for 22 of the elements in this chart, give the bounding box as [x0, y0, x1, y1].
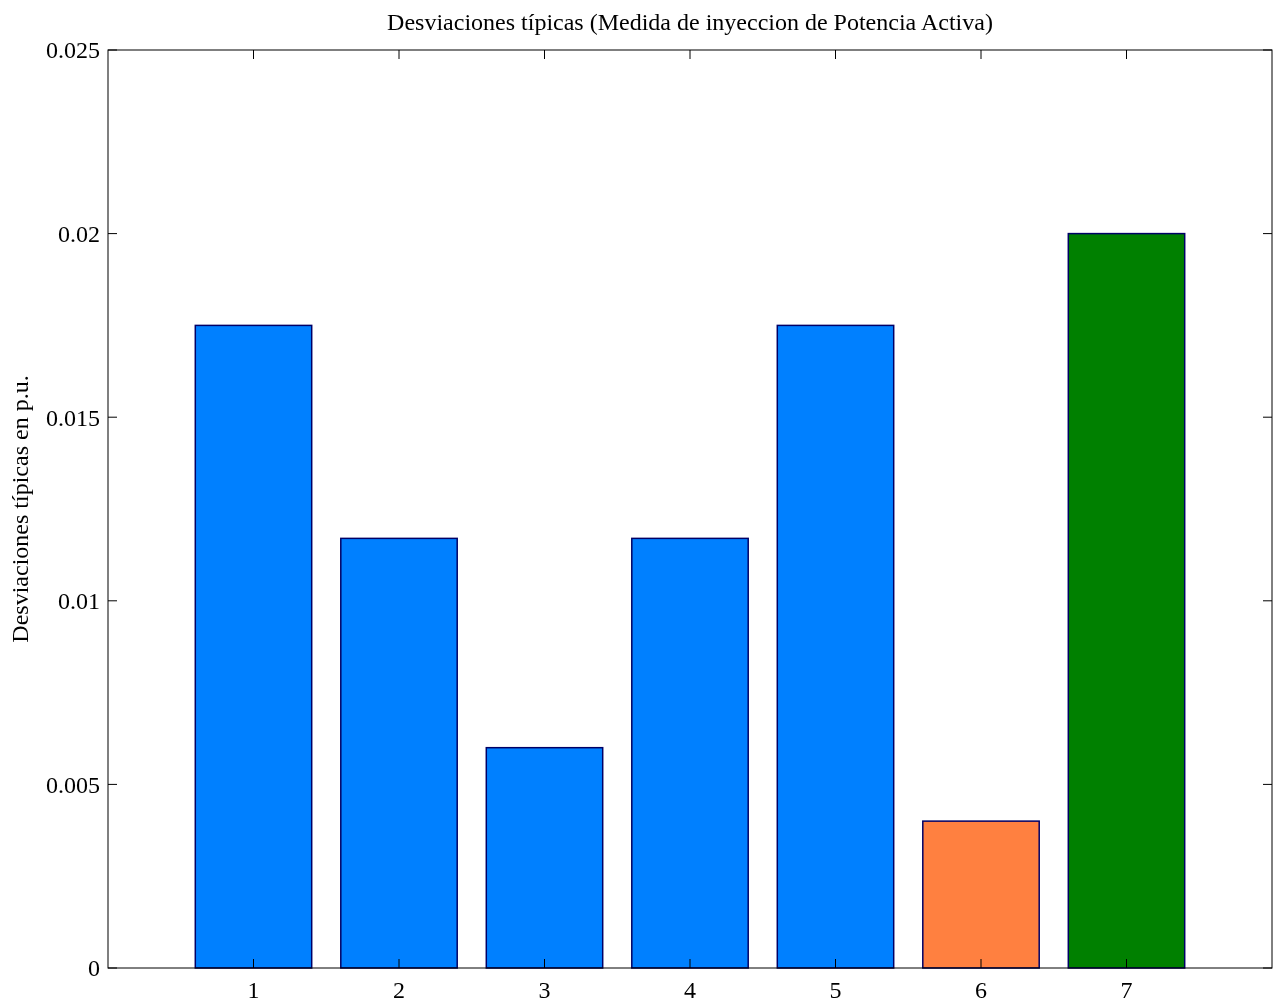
x-tick-label: 7 [1120, 977, 1133, 1002]
chart-title: Desviaciones típicas (Medida de inyeccion de Potencia Activa) [387, 9, 993, 35]
y-axis-title: Desviaciones típicas en p.u. [7, 375, 33, 643]
bar [194, 324, 313, 969]
x-tick-label: 5 [829, 977, 842, 1002]
y-tick-label: 0.005 [46, 771, 100, 798]
x-tick-label: 3 [538, 977, 551, 1002]
bar [776, 324, 895, 969]
x-tick-label: 4 [684, 977, 696, 1002]
bar [631, 537, 749, 969]
y-tick-label: 0 [88, 955, 100, 982]
y-tick-label: 0.02 [58, 221, 100, 247]
x-tick-label: 6 [975, 977, 987, 1002]
bar [922, 820, 1040, 969]
y-tick-label: 0.015 [46, 404, 100, 431]
x-tick-label: 1 [247, 977, 260, 1002]
y-tick-label: 0.01 [58, 588, 100, 615]
bar [1067, 232, 1186, 969]
bar [485, 746, 604, 969]
y-tick-label: 0.025 [46, 37, 100, 64]
bar [340, 537, 458, 969]
x-tick-label: 2 [393, 977, 405, 1002]
